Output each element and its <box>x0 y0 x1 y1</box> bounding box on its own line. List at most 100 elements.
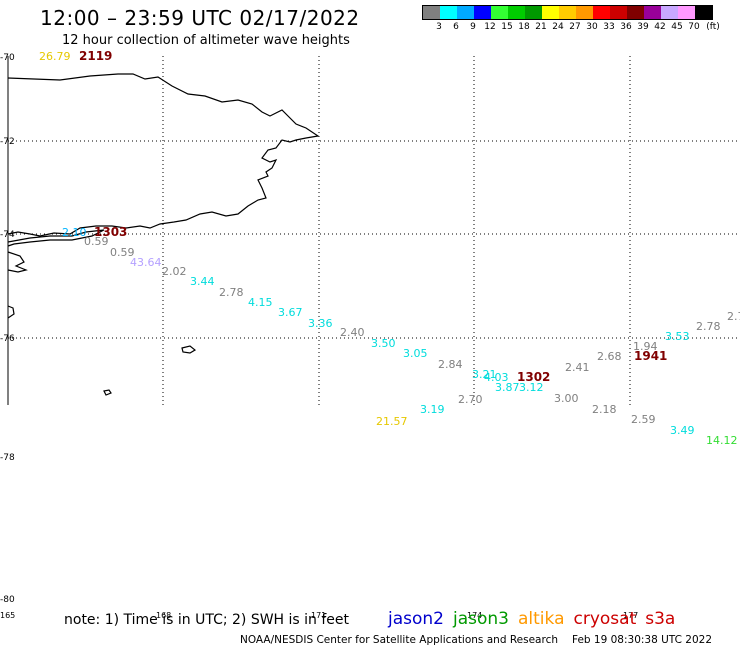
legend-unit: (ft) <box>706 22 720 32</box>
wave-height-label: 3.67 <box>278 306 303 319</box>
wave-height-label: 3.12 <box>519 381 544 394</box>
island-3 <box>103 389 112 396</box>
wave-height-label: 2.40 <box>340 326 365 339</box>
wave-height-label: 2.18 <box>592 403 617 416</box>
latitude-label: -70 <box>0 53 15 63</box>
wave-height-label: 1.94 <box>633 340 658 353</box>
wave-height-label: 3.49 <box>670 424 695 437</box>
legend-label: 24 <box>552 22 564 32</box>
latitude-label: -76 <box>0 334 15 344</box>
legend-label: 39 <box>637 22 649 32</box>
longitude-label: 168 <box>156 611 171 620</box>
legend-labels: 3 6 9 12 15 18 21 24 27 30 33 36 39 42 45 70 (ft) <box>422 20 720 34</box>
color-legend: 3 6 9 12 15 18 21 24 27 30 33 36 39 42 45 70 (ft) <box>422 5 720 34</box>
legend-label: 9 <box>470 22 476 32</box>
legend-label: 15 <box>501 22 513 32</box>
satellite-cryosat: cryosat <box>573 609 637 629</box>
wave-height-label: 3.19 <box>420 403 445 416</box>
wave-height-label: 21.57 <box>376 415 408 428</box>
legend-swatch <box>542 6 559 19</box>
latitude-labels: -70 -72 -74 -76 -78 -80 <box>0 53 15 605</box>
coastline-mainland <box>7 73 320 237</box>
latitude-label: -74 <box>0 230 15 240</box>
legend-label: 27 <box>569 22 581 32</box>
legend-swatches <box>422 5 713 20</box>
wave-height-label: 4.03 <box>484 371 509 384</box>
wave-height-label: 1303 <box>94 225 127 239</box>
latitude-label: -72 <box>0 137 15 147</box>
legend-swatch <box>525 6 542 19</box>
wave-height-label: 2.68 <box>597 350 622 363</box>
wave-height-label: 2.59 <box>631 413 656 426</box>
note-text: note: 1) Time is in UTC; 2) SWH is in fe… <box>64 612 350 628</box>
wave-height-label: 3.05 <box>403 347 428 360</box>
legend-swatch <box>559 6 576 19</box>
longitude-label: 165 <box>0 611 15 620</box>
longitude-label: 174 <box>467 611 482 620</box>
wave-height-label: 2.10 <box>62 226 87 239</box>
legend-swatch <box>508 6 525 19</box>
satellite-legend: jason2 jason3 altika cryosat s3a <box>388 609 684 629</box>
legend-swatch <box>491 6 508 19</box>
legend-swatch <box>576 6 593 19</box>
satellite-s3a: s3a <box>645 609 676 629</box>
wave-height-label: 2.78 <box>219 286 244 299</box>
legend-label: 33 <box>603 22 615 32</box>
legend-swatch <box>423 6 440 19</box>
longitude-labels: 165 168 171 174 177 <box>0 611 638 620</box>
wave-height-label: 2.70 <box>458 393 483 406</box>
legend-swatch <box>457 6 474 19</box>
legend-label: 21 <box>535 22 547 32</box>
legend-swatch <box>474 6 491 19</box>
legend-swatch <box>593 6 610 19</box>
latitude-label: -78 <box>0 453 15 463</box>
legend-swatch <box>627 6 644 19</box>
latitude-label: -80 <box>0 595 15 605</box>
footer-timestamp: Feb 19 08:30:38 UTC 2022 <box>572 634 712 646</box>
wave-height-label: 3.53 <box>665 330 690 343</box>
satellite-jason2: jason2 <box>388 609 444 629</box>
satellite-jason3: jason3 <box>453 609 509 629</box>
legend-label: 3 <box>436 22 442 32</box>
wave-height-label: 2119 <box>79 49 112 63</box>
wave-height-label: 1302 <box>517 370 550 384</box>
wave-height-label: 2.7 <box>727 310 740 323</box>
legend-swatch <box>661 6 678 19</box>
coastline-ice-shelf <box>7 229 105 247</box>
footer-credit: NOAA/NESDIS Center for Satellite Applica… <box>240 634 558 646</box>
wave-height-label: 0.59 <box>84 235 109 248</box>
legend-swatch <box>610 6 627 19</box>
wave-height-label: 3.44 <box>190 275 215 288</box>
longitude-label: 177 <box>623 611 638 620</box>
island-2 <box>181 345 197 354</box>
footer: NOAA/NESDIS Center for Satellite Applica… <box>240 634 712 646</box>
wave-height-label: 3.50 <box>371 337 396 350</box>
legend-label: 36 <box>620 22 632 32</box>
wave-height-label: 2.02 <box>162 265 187 278</box>
satellite-altika: altika <box>518 609 565 629</box>
coastline-cape <box>7 251 28 273</box>
wave-height-label: 26.79 <box>39 50 71 63</box>
map-title: 12:00 – 23:59 UTC 02/17/2022 <box>40 6 360 30</box>
legend-swatch <box>644 6 661 19</box>
wave-height-label: 14.12 <box>706 434 738 447</box>
longitude-label: 171 <box>311 611 326 620</box>
legend-swatch <box>440 6 457 19</box>
legend-label: 42 <box>654 22 666 32</box>
island-1 <box>7 305 15 319</box>
legend-label: 30 <box>586 22 598 32</box>
wave-height-label: 2.41 <box>565 361 590 374</box>
wave-height-label: 3.87 <box>495 381 520 394</box>
legend-label: 45 <box>671 22 683 32</box>
wave-height-label: 0.59 <box>110 246 135 259</box>
wave-height-label: 2.78 <box>696 320 721 333</box>
legend-label: 70 <box>688 22 700 32</box>
coastline <box>7 73 320 396</box>
wave-height-label: 3.36 <box>308 317 333 330</box>
legend-swatch <box>678 6 695 19</box>
legend-label: 6 <box>453 22 459 32</box>
wave-height-label: 4.15 <box>248 296 273 309</box>
wave-height-label: 3.00 <box>554 392 579 405</box>
